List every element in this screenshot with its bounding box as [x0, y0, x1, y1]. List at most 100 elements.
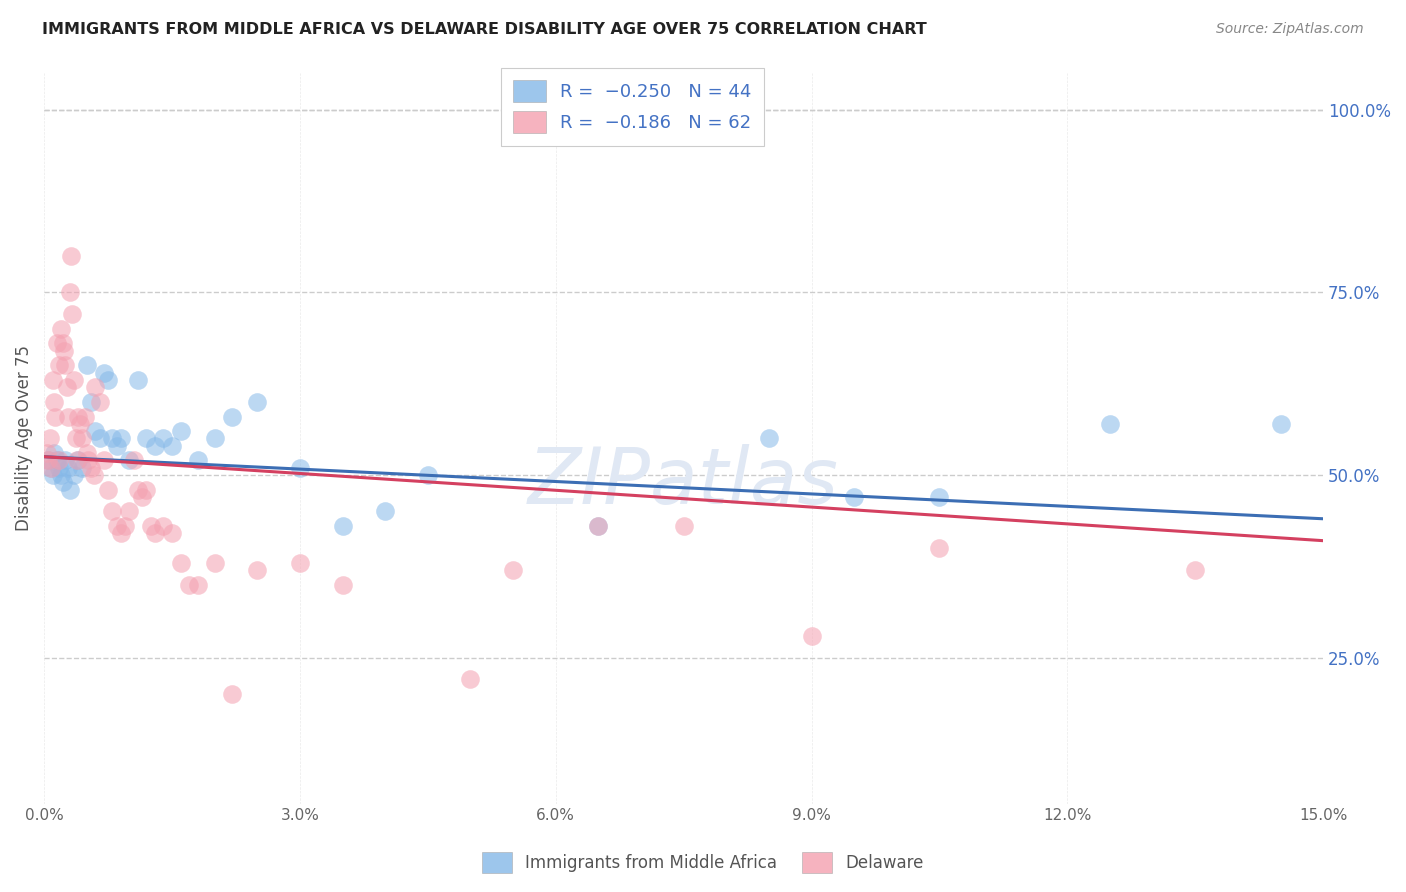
Point	[177, 577, 200, 591]
Point	[122, 453, 145, 467]
Point	[56, 409, 79, 424]
Point	[44, 446, 66, 460]
Point	[204, 432, 226, 446]
Text: IMMIGRANTS FROM MIDDLE AFRICA VS DELAWARE DISABILITY AGE OVER 75 CORRELATION CHA: IMMIGRANTS FROM MIDDLE AFRICA VS DELAWAR…	[42, 22, 927, 37]
Point	[152, 519, 174, 533]
Point	[51, 322, 73, 336]
Point	[39, 460, 62, 475]
Point	[51, 467, 73, 482]
Point	[332, 577, 354, 591]
Point	[114, 519, 136, 533]
Point	[44, 409, 66, 424]
Point	[52, 343, 75, 358]
Point	[60, 307, 83, 321]
Point	[332, 519, 354, 533]
Point	[67, 409, 90, 424]
Point	[84, 424, 107, 438]
Point	[73, 409, 96, 424]
Point	[288, 460, 311, 475]
Point	[101, 432, 124, 446]
Point	[672, 519, 695, 533]
Point	[93, 366, 115, 380]
Point	[72, 432, 94, 446]
Point	[160, 526, 183, 541]
Point	[1184, 563, 1206, 577]
Point	[48, 460, 70, 475]
Text: ZIPatlas: ZIPatlas	[529, 444, 839, 520]
Point	[35, 446, 58, 460]
Point	[131, 490, 153, 504]
Point	[65, 453, 87, 467]
Point	[89, 432, 111, 446]
Point	[55, 359, 77, 373]
Point	[928, 541, 950, 555]
Point	[288, 556, 311, 570]
Point	[63, 467, 86, 482]
Point	[37, 453, 59, 467]
Point	[110, 432, 132, 446]
Point	[139, 519, 162, 533]
Point	[48, 453, 70, 467]
Point	[97, 373, 120, 387]
Point	[59, 285, 82, 300]
Point	[187, 577, 209, 591]
Point	[105, 439, 128, 453]
Point	[588, 519, 610, 533]
Point	[169, 424, 191, 438]
Point	[80, 395, 103, 409]
Point	[502, 563, 524, 577]
Point	[41, 373, 63, 387]
Point	[56, 460, 79, 475]
Point	[127, 483, 149, 497]
Point	[246, 563, 269, 577]
Point	[56, 380, 79, 394]
Y-axis label: Disability Age Over 75: Disability Age Over 75	[15, 345, 32, 532]
Point	[135, 483, 157, 497]
Point	[39, 432, 62, 446]
Point	[84, 380, 107, 394]
Point	[48, 359, 70, 373]
Point	[76, 359, 98, 373]
Point	[1270, 417, 1292, 431]
Point	[1098, 417, 1121, 431]
Point	[65, 432, 87, 446]
Point	[45, 336, 67, 351]
Point	[204, 556, 226, 570]
Point	[41, 467, 63, 482]
Point	[187, 453, 209, 467]
Point	[127, 373, 149, 387]
Point	[460, 673, 482, 687]
Point	[101, 504, 124, 518]
Point	[588, 519, 610, 533]
Point	[844, 490, 866, 504]
Point	[52, 475, 75, 490]
Point	[800, 629, 823, 643]
Point	[246, 395, 269, 409]
Point	[143, 526, 166, 541]
Point	[221, 409, 243, 424]
Point	[143, 439, 166, 453]
Point	[83, 467, 105, 482]
Point	[169, 556, 191, 570]
Point	[72, 460, 94, 475]
Point	[97, 483, 120, 497]
Point	[105, 519, 128, 533]
Point	[374, 504, 396, 518]
Point	[59, 483, 82, 497]
Point	[93, 453, 115, 467]
Point	[37, 453, 59, 467]
Point	[63, 373, 86, 387]
Point	[416, 467, 439, 482]
Point	[80, 460, 103, 475]
Point	[55, 453, 77, 467]
Point	[928, 490, 950, 504]
Point	[160, 439, 183, 453]
Legend: R =  −0.250   N = 44, R =  −0.186   N = 62: R = −0.250 N = 44, R = −0.186 N = 62	[501, 68, 765, 146]
Legend: Immigrants from Middle Africa, Delaware: Immigrants from Middle Africa, Delaware	[475, 846, 931, 880]
Point	[76, 446, 98, 460]
Point	[758, 432, 780, 446]
Point	[52, 336, 75, 351]
Point	[45, 453, 67, 467]
Point	[77, 453, 100, 467]
Point	[39, 460, 62, 475]
